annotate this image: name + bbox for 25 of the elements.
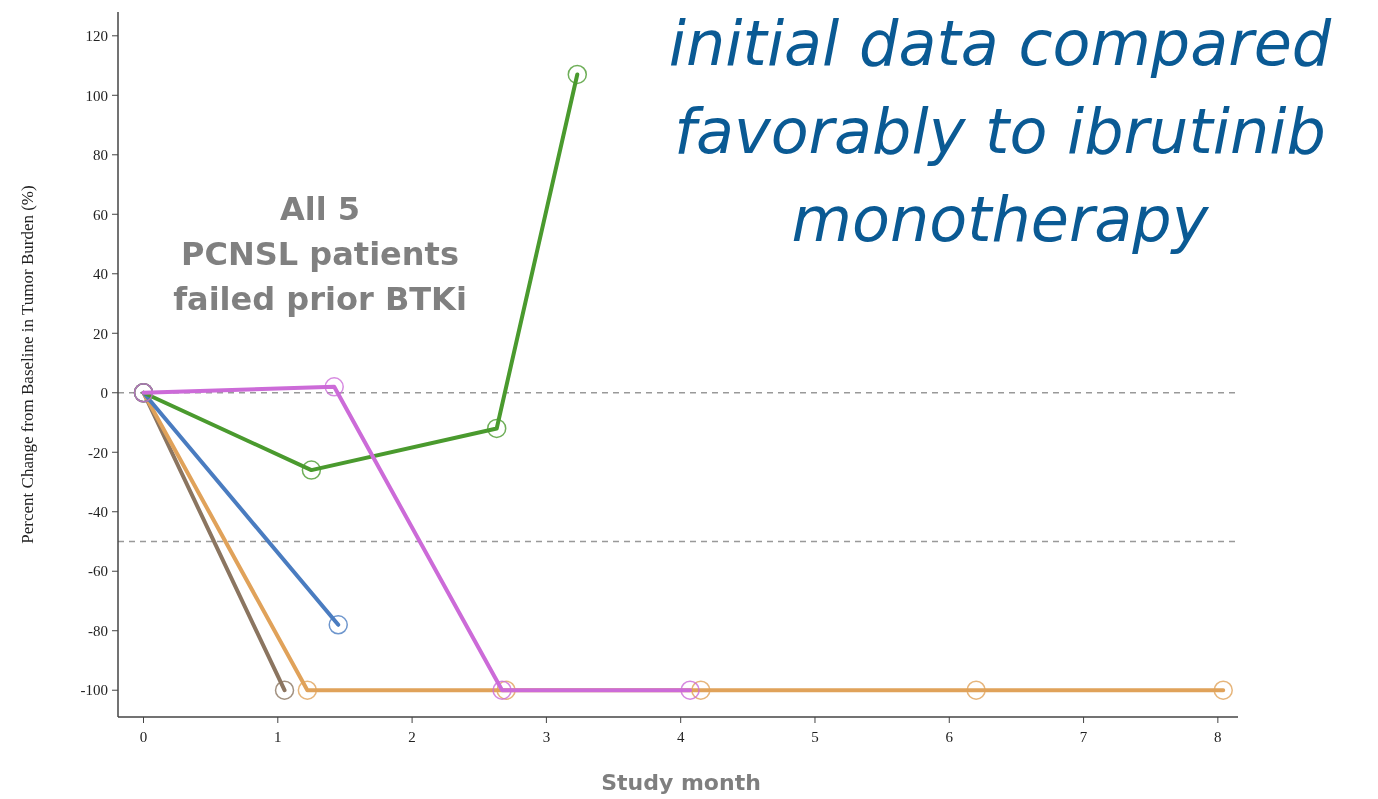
y-tick-label: 20 (93, 325, 108, 342)
y-tick-label: -40 (88, 504, 108, 520)
x-tick-label: 6 (945, 729, 954, 745)
y-axis-title: Percent Change from Baseline in Tumor Burden (%) (18, 185, 37, 544)
y-tick-label: -100 (80, 682, 108, 699)
x-tick-label: 0 (139, 729, 148, 745)
y-tick-label: -80 (88, 622, 108, 639)
y-tick-label: 120 (85, 28, 108, 45)
x-tick-label: 3 (542, 729, 551, 745)
y-tick-label: 60 (93, 206, 108, 223)
x-tick-label: 5 (811, 729, 819, 745)
x-axis-title: Study month (601, 770, 761, 795)
x-tick-label: 8 (1214, 729, 1222, 745)
x-tick-label: 1 (274, 729, 282, 745)
x-tick-label: 2 (408, 729, 416, 745)
x-tick-label: 4 (676, 729, 685, 745)
y-tick-label: 40 (93, 266, 108, 283)
y-tick-label: -60 (88, 563, 108, 580)
y-tick-label: 80 (93, 147, 108, 164)
y-tick-label: 100 (85, 87, 108, 104)
text: initial data compared favorably to ibrutinib monotherapy (668, 7, 1332, 256)
x-tick-label: 7 (1079, 729, 1088, 745)
y-tick-label: 0 (100, 385, 108, 402)
annotation: All 5 PCNSL patients failed prior BTKi (173, 190, 467, 318)
y-tick-label: -20 (88, 444, 108, 461)
